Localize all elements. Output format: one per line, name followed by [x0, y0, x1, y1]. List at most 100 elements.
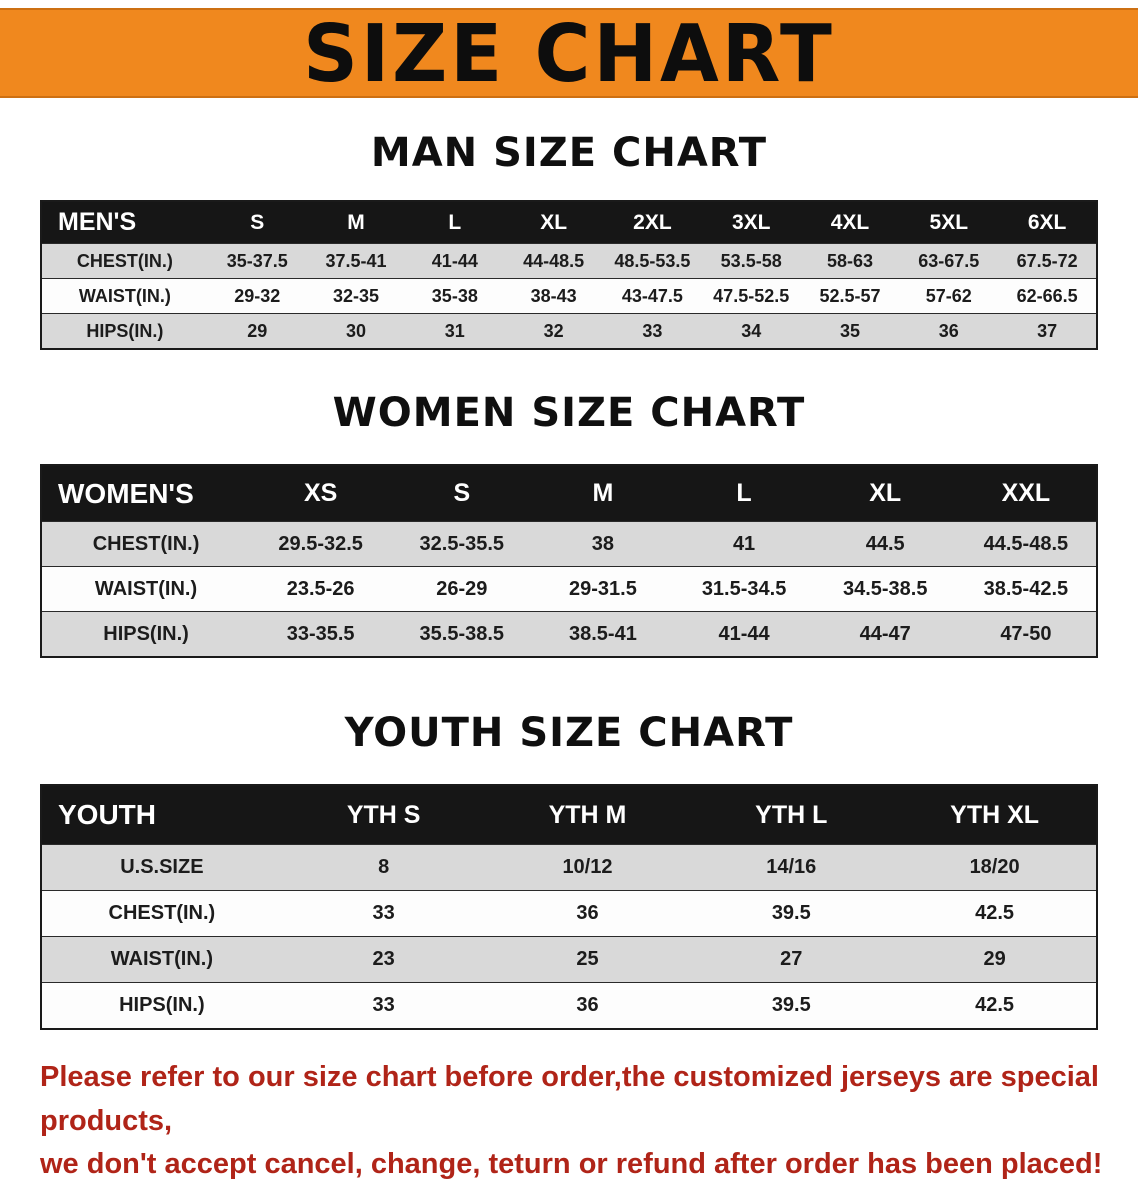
mens-size-table: MEN'S S M L XL 2XL 3XL 4XL 5XL 6XL CHEST(IN.) 35-37… [40, 200, 1098, 350]
value-cell: 14/16 [689, 844, 894, 891]
value-cell: 33 [603, 313, 702, 349]
table-row: WAIST(IN.) 23.5-26 26-29 29-31.5 31.5-34.5 34… [41, 566, 1097, 612]
value-cell: 32-35 [306, 278, 406, 314]
measure-label-cell: WAIST(IN.) [41, 278, 208, 314]
value-cell: 39.5 [689, 890, 894, 937]
measure-label-cell: CHEST(IN.) [41, 890, 282, 937]
header-row: WOMEN'S XS S M L XL XXL [41, 465, 1097, 522]
value-cell: 36 [899, 313, 999, 349]
value-cell: 36 [485, 890, 690, 937]
value-cell: 35-37.5 [207, 243, 307, 279]
value-cell: 18/20 [893, 844, 1097, 891]
value-cell: 35.5-38.5 [391, 611, 533, 657]
value-cell: 42.5 [893, 982, 1097, 1029]
size-chart-banner: SIZE CHART [0, 6, 1138, 100]
value-cell: 43-47.5 [603, 278, 702, 314]
value-cell: 44-47 [814, 611, 956, 657]
value-cell: 44.5-48.5 [955, 521, 1097, 567]
youth-size-heading: YOUTH SIZE CHART [344, 710, 794, 756]
value-cell: 58-63 [800, 243, 900, 279]
measure-label-cell: U.S.SIZE [41, 844, 282, 891]
measure-label-cell: HIPS(IN.) [41, 982, 282, 1029]
value-cell: 35 [800, 313, 900, 349]
men-size-heading: MAN SIZE CHART [370, 130, 768, 176]
value-cell: 33 [281, 982, 486, 1029]
table-row: U.S.SIZE 8 10/12 14/16 18/20 [41, 844, 1097, 891]
size-chart-page: SIZE CHART MAN SIZE CHART MEN'S S M L XL 2XL 3… [0, 6, 1138, 1180]
value-cell: 67.5-72 [998, 243, 1097, 279]
table-row: HIPS(IN.) 33-35.5 35.5-38.5 38.5-41 41-44 44-… [41, 611, 1097, 657]
value-cell: 37.5-41 [306, 243, 406, 279]
women-size-table-wrap: WOMEN'S XS S M L XL XXL CHEST(IN.) 29.5-32.5 32.5… [40, 464, 1098, 658]
header-row: YOUTH YTH S YTH M YTH L YTH XL [41, 785, 1097, 845]
women-size-heading: WOMEN SIZE CHART [332, 390, 806, 436]
table-row: WAIST(IN.) 23 25 27 29 [41, 936, 1097, 983]
size-header-cell: L [405, 201, 505, 244]
size-header-cell: YTH S [281, 785, 486, 845]
size-header-cell: YTH M [485, 785, 690, 845]
value-cell: 31.5-34.5 [673, 566, 815, 612]
value-cell: 29-32 [207, 278, 307, 314]
order-policy-note: Please refer to our size chart before or… [40, 1056, 1118, 1187]
value-cell: 39.5 [689, 982, 894, 1029]
youth-size-table: YOUTH YTH S YTH M YTH L YTH XL U.S.SIZE 8 10/12… [40, 784, 1098, 1030]
size-header-cell: XL [814, 465, 956, 522]
value-cell: 38.5-41 [532, 611, 674, 657]
youth-size-table-wrap: YOUTH YTH S YTH M YTH L YTH XL U.S.SIZE 8 10/12… [40, 784, 1098, 1030]
size-header-cell: M [306, 201, 406, 244]
size-header-cell: XXL [955, 465, 1097, 522]
value-cell: 53.5-58 [701, 243, 801, 279]
value-cell: 32.5-35.5 [391, 521, 533, 567]
size-header-cell: YTH XL [893, 785, 1097, 845]
size-header-cell: S [207, 201, 307, 244]
value-cell: 25 [485, 936, 690, 983]
value-cell: 33 [281, 890, 486, 937]
note-line-1: Please refer to our size chart before or… [40, 1061, 1099, 1137]
value-cell: 23 [281, 936, 486, 983]
value-cell: 38 [532, 521, 674, 567]
value-cell: 48.5-53.5 [603, 243, 702, 279]
value-cell: 52.5-57 [800, 278, 900, 314]
value-cell: 63-67.5 [899, 243, 999, 279]
table-title-cell: WOMEN'S [41, 465, 251, 522]
value-cell: 29-31.5 [532, 566, 674, 612]
measure-label-cell: HIPS(IN.) [41, 313, 208, 349]
note-line-2: we don't accept cancel, change, teturn o… [40, 1148, 1103, 1180]
value-cell: 30 [306, 313, 406, 349]
value-cell: 38.5-42.5 [955, 566, 1097, 612]
womens-size-table: WOMEN'S XS S M L XL XXL CHEST(IN.) 29.5-32.5 32.5… [40, 464, 1098, 658]
value-cell: 41-44 [405, 243, 505, 279]
value-cell: 26-29 [391, 566, 533, 612]
value-cell: 10/12 [485, 844, 690, 891]
men-size-section: MAN SIZE CHART MEN'S S M L XL 2XL 3XL 4XL 5XL 6XL… [0, 130, 1138, 350]
size-header-cell: L [673, 465, 815, 522]
value-cell: 29 [893, 936, 1097, 983]
table-row: HIPS(IN.) 33 36 39.5 42.5 [41, 982, 1097, 1029]
value-cell: 31 [405, 313, 505, 349]
measure-label-cell: WAIST(IN.) [41, 936, 282, 983]
table-row: CHEST(IN.) 35-37.5 37.5-41 41-44 44-48.5 48.5… [41, 243, 1097, 279]
value-cell: 27 [689, 936, 894, 983]
size-header-cell: XL [504, 201, 604, 244]
header-row: MEN'S S M L XL 2XL 3XL 4XL 5XL 6XL [41, 201, 1097, 244]
value-cell: 29.5-32.5 [250, 521, 392, 567]
women-size-section: WOMEN SIZE CHART WOMEN'S XS S M L XL XXL CHEST(… [0, 390, 1138, 658]
page-title: SIZE CHART [303, 6, 835, 100]
measure-label-cell: CHEST(IN.) [41, 521, 251, 567]
table-title-cell: YOUTH [41, 785, 282, 845]
value-cell: 42.5 [893, 890, 1097, 937]
value-cell: 41-44 [673, 611, 815, 657]
size-header-cell: YTH L [689, 785, 894, 845]
size-header-cell: XS [250, 465, 392, 522]
size-header-cell: 2XL [603, 201, 702, 244]
value-cell: 23.5-26 [250, 566, 392, 612]
size-header-cell: 4XL [800, 201, 900, 244]
size-header-cell: 5XL [899, 201, 999, 244]
value-cell: 33-35.5 [250, 611, 392, 657]
value-cell: 37 [998, 313, 1097, 349]
value-cell: 44.5 [814, 521, 956, 567]
value-cell: 36 [485, 982, 690, 1029]
value-cell: 29 [207, 313, 307, 349]
men-size-table-wrap: MEN'S S M L XL 2XL 3XL 4XL 5XL 6XL CHEST(IN.) 35-37… [40, 200, 1098, 350]
value-cell: 8 [281, 844, 486, 891]
